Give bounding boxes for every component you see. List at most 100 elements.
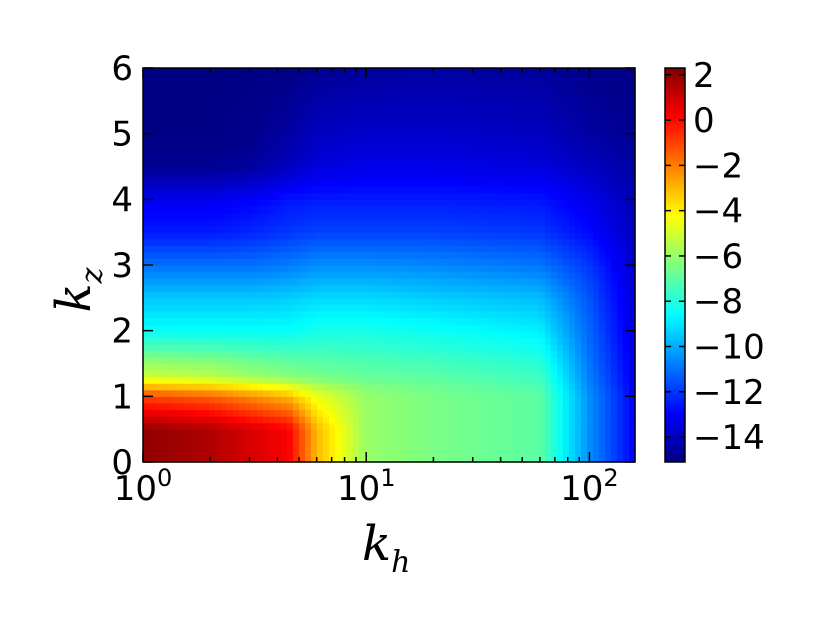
heatmap-cell [275, 107, 282, 115]
heatmap-cell [203, 448, 210, 457]
heatmap-cell [569, 330, 576, 338]
heatmap-cell [269, 238, 276, 246]
heatmap-cell [491, 74, 498, 82]
heatmap-cell [227, 442, 234, 450]
heatmap-cell [605, 166, 612, 174]
heatmap-cell [299, 205, 306, 214]
heatmap-cell [509, 370, 516, 378]
heatmap-cell [281, 232, 288, 240]
heatmap-cell [581, 94, 588, 102]
heatmap-cell [419, 153, 426, 161]
heatmap-cell [563, 416, 570, 424]
heatmap-cell [155, 383, 162, 391]
heatmap-cell [467, 166, 474, 174]
heatmap-cell [467, 455, 474, 463]
heatmap-cell [299, 186, 306, 194]
heatmap-cell [263, 409, 270, 417]
heatmap-cell [383, 278, 390, 286]
heatmap-cell [251, 356, 258, 365]
heatmap-cell [611, 396, 618, 404]
heatmap-cell [377, 258, 384, 266]
heatmap-cell [443, 159, 450, 168]
heatmap-cell [419, 258, 426, 266]
heatmap-cell [395, 186, 402, 194]
heatmap-cell [251, 74, 258, 82]
heatmap-cell [257, 199, 264, 207]
heatmap-cell [407, 350, 414, 358]
heatmap-cell [269, 107, 276, 115]
heatmap-cell [311, 146, 318, 154]
heatmap-cell [407, 133, 414, 141]
heatmap-cell [191, 396, 198, 404]
heatmap-cell [527, 278, 534, 286]
heatmap-cell [533, 310, 540, 319]
heatmap-cell [443, 363, 450, 371]
heatmap-cell [485, 205, 492, 214]
heatmap-cell [203, 284, 210, 292]
heatmap-cell [323, 343, 330, 351]
heatmap-cell [221, 356, 228, 365]
heatmap-cell [413, 81, 420, 89]
heatmap-cell [371, 416, 378, 424]
heatmap-cell [617, 284, 624, 292]
heatmap-cell [485, 435, 492, 443]
heatmap-cell [161, 383, 168, 391]
heatmap-cell [299, 159, 306, 168]
heatmap-cell [317, 343, 324, 351]
heatmap-cell [263, 435, 270, 443]
heatmap-cell [203, 107, 210, 115]
heatmap-cell [545, 140, 552, 148]
heatmap-cell [269, 265, 276, 273]
heatmap-cell [623, 81, 630, 89]
heatmap-cell [503, 310, 510, 319]
heatmap-cell [215, 232, 222, 240]
heatmap-cell [515, 337, 522, 345]
heatmap-cell [533, 251, 540, 260]
heatmap-cell [167, 81, 174, 89]
heatmap-cell [335, 120, 342, 128]
heatmap-cell [455, 133, 462, 141]
heatmap-cell [191, 68, 198, 76]
heatmap-cell [617, 376, 624, 384]
heatmap-cell [251, 435, 258, 443]
heatmap-cell [419, 140, 426, 148]
heatmap-cell [599, 192, 606, 200]
heatmap-cell [371, 389, 378, 397]
heatmap-cell [341, 205, 348, 214]
heatmap-cell [533, 284, 540, 292]
heatmap-cell [305, 337, 312, 345]
heatmap-cell [257, 402, 264, 411]
heatmap-cell [143, 74, 150, 82]
heatmap-cell [629, 291, 636, 299]
heatmap-cell [281, 455, 288, 463]
heatmap-cell [365, 416, 372, 424]
heatmap-cell [173, 251, 180, 260]
heatmap-cell [173, 94, 180, 102]
heatmap-cell [233, 343, 240, 351]
heatmap-cell [275, 179, 282, 187]
heatmap-cell [545, 370, 552, 378]
heatmap-cell [515, 120, 522, 128]
heatmap-cell [575, 324, 582, 332]
heatmap-cell [323, 94, 330, 102]
heatmap-cell [245, 120, 252, 128]
heatmap-cell [617, 100, 624, 108]
heatmap-cell [167, 245, 174, 253]
heatmap-cell [221, 297, 228, 305]
heatmap-cell [587, 199, 594, 207]
heatmap-cell [305, 324, 312, 332]
heatmap-cell [461, 317, 468, 325]
heatmap-cell [449, 232, 456, 240]
heatmap-cell [395, 225, 402, 233]
heatmap-cell [245, 396, 252, 404]
heatmap-cell [617, 166, 624, 174]
heatmap-cell [329, 140, 336, 148]
heatmap-cell [185, 304, 192, 312]
heatmap-cell [569, 166, 576, 174]
heatmap-cell [467, 291, 474, 299]
heatmap-cell [389, 389, 396, 397]
heatmap-cell [251, 324, 258, 332]
heatmap-cell [383, 376, 390, 384]
heatmap-cell [629, 310, 636, 319]
heatmap-cell [143, 258, 150, 266]
